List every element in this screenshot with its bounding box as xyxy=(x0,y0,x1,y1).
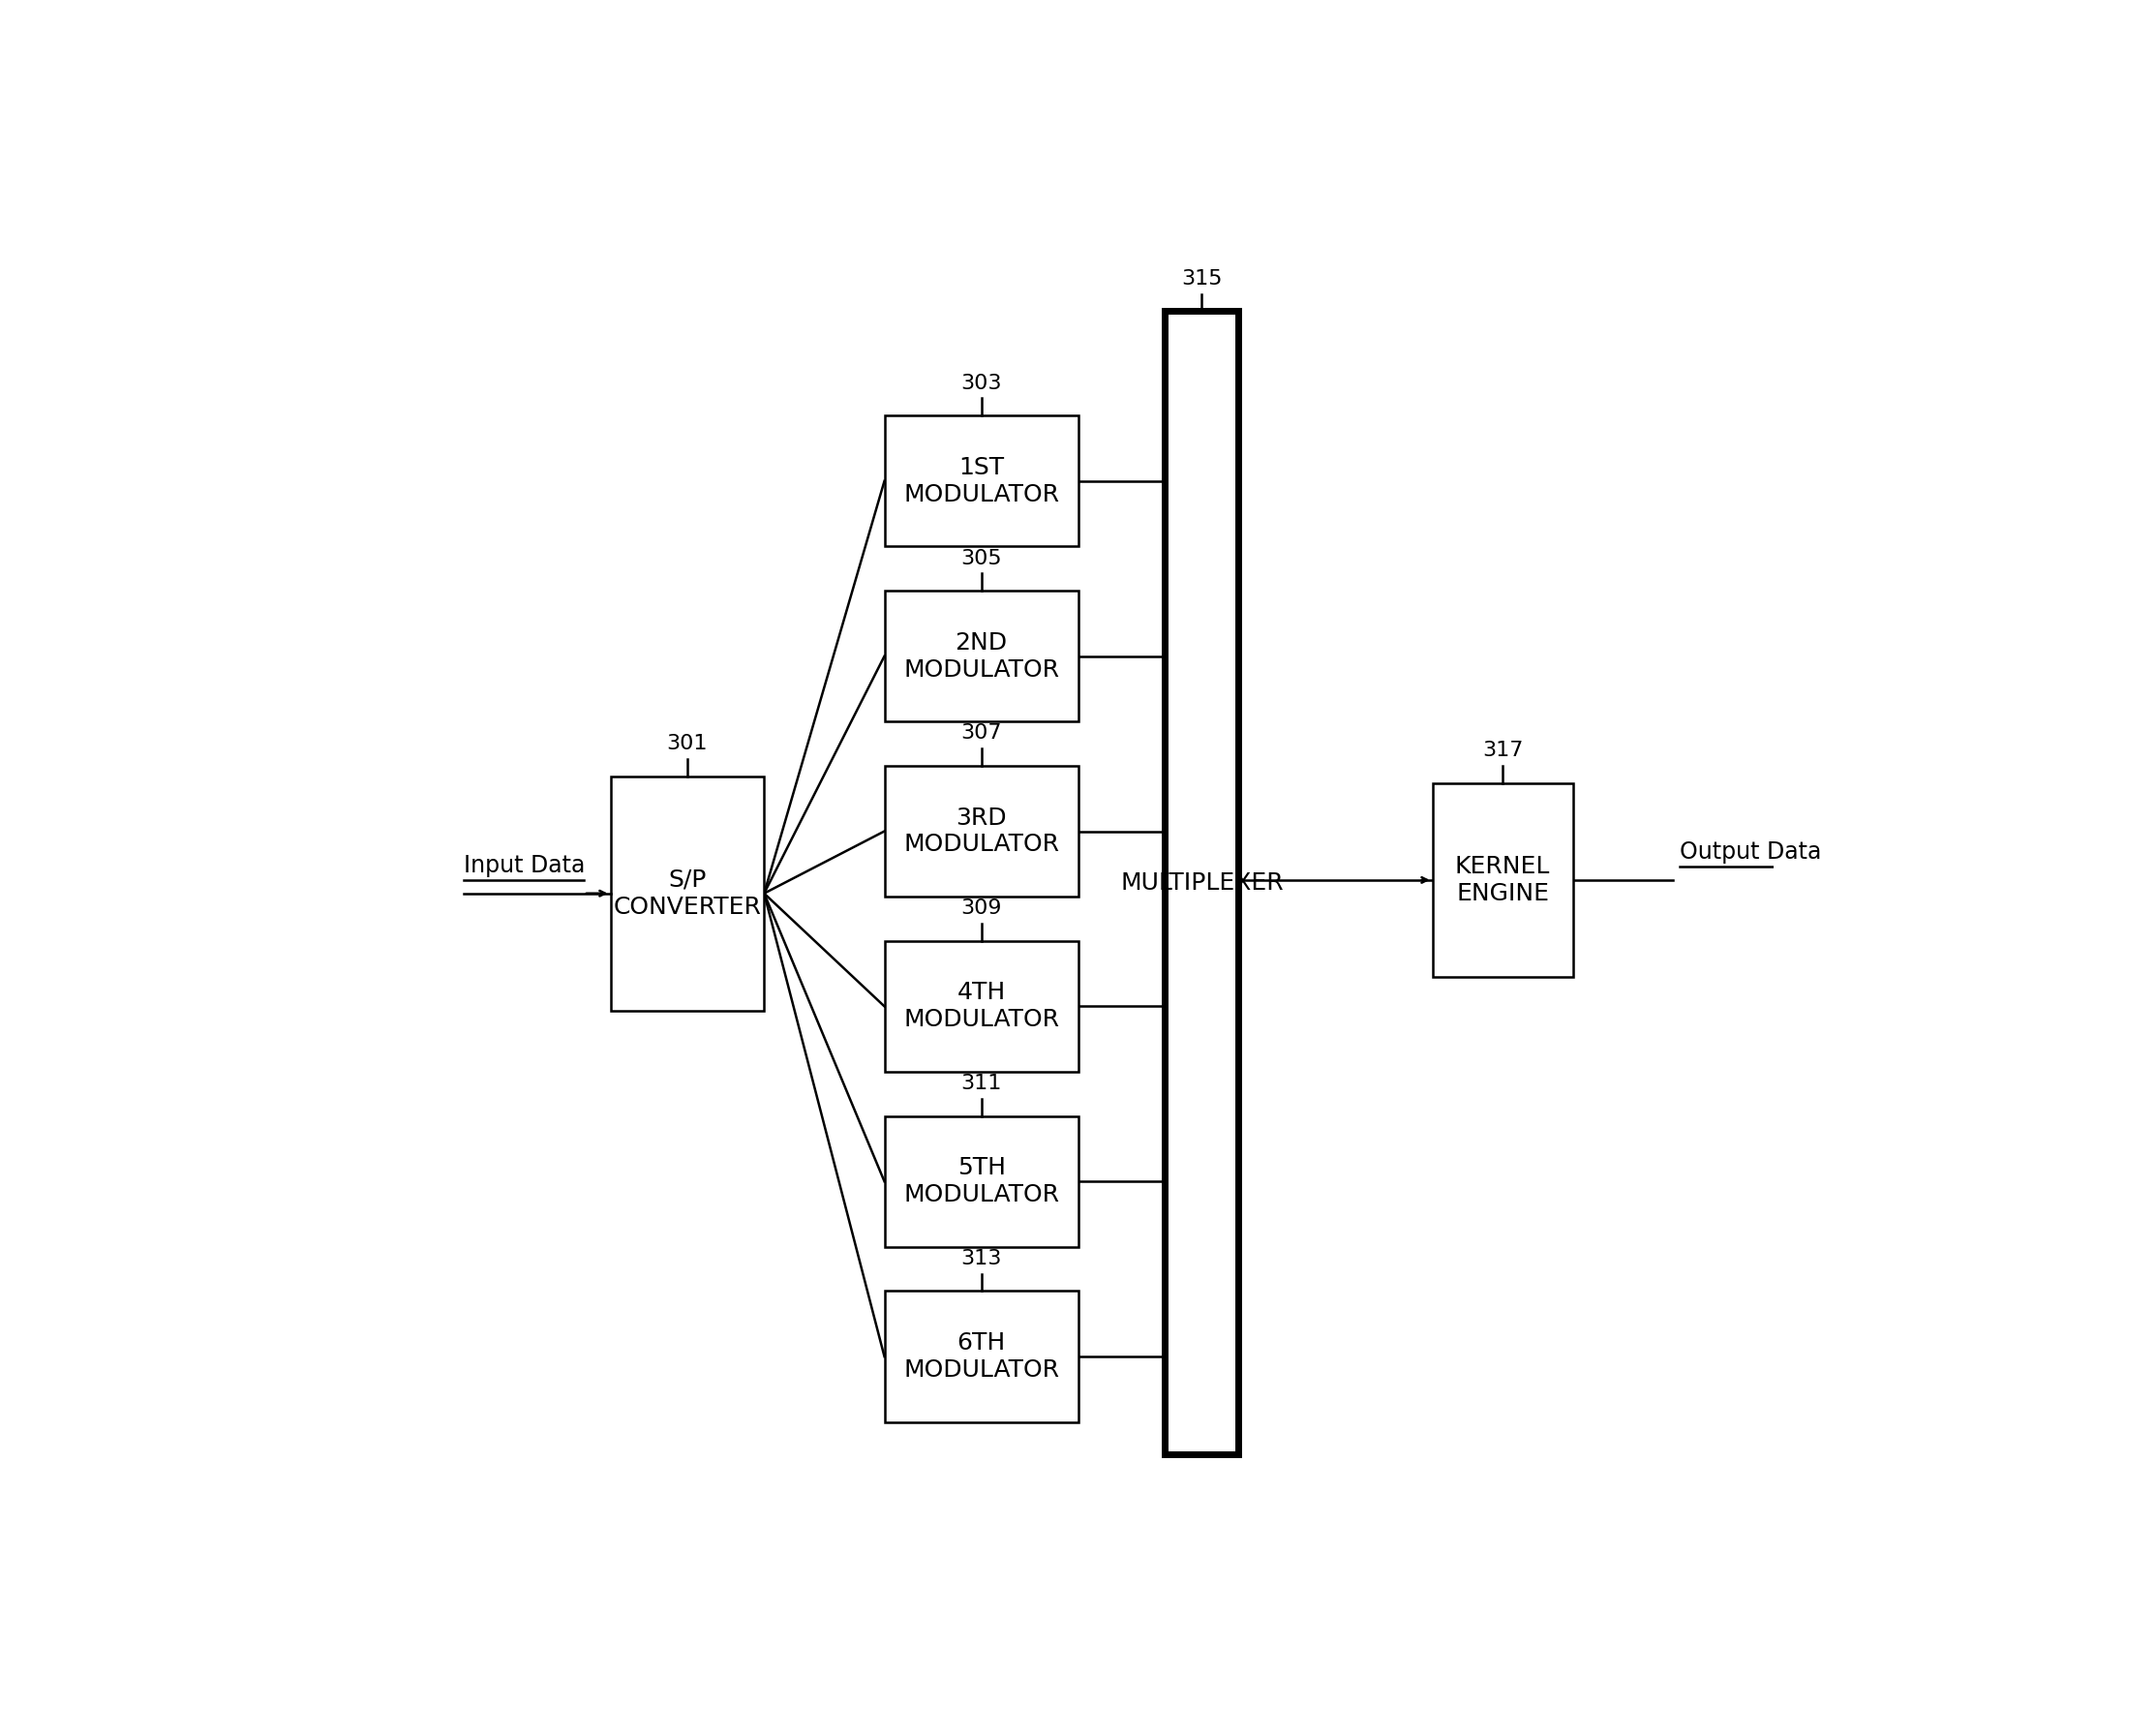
Bar xyxy=(610,776,763,1010)
Bar xyxy=(884,941,1078,1071)
Bar xyxy=(884,766,1078,898)
Bar xyxy=(884,1116,1078,1246)
Text: 6TH
MODULATOR: 6TH MODULATOR xyxy=(903,1332,1059,1382)
Bar xyxy=(884,590,1078,722)
Text: 3RD
MODULATOR: 3RD MODULATOR xyxy=(903,806,1059,856)
Text: 311: 311 xyxy=(962,1075,1003,1094)
Text: 313: 313 xyxy=(962,1248,1003,1269)
Text: Input Data: Input Data xyxy=(464,854,584,877)
Bar xyxy=(884,415,1078,547)
Text: 307: 307 xyxy=(962,724,1003,743)
Text: MULTIPLEXER: MULTIPLEXER xyxy=(1121,871,1283,894)
Text: 309: 309 xyxy=(962,899,1003,918)
Text: Output Data: Output Data xyxy=(1680,840,1822,865)
Text: 301: 301 xyxy=(666,734,707,753)
Text: 1ST
MODULATOR: 1ST MODULATOR xyxy=(903,457,1059,507)
Text: 303: 303 xyxy=(962,373,1003,392)
Bar xyxy=(884,1292,1078,1422)
Text: 2ND
MODULATOR: 2ND MODULATOR xyxy=(903,632,1059,681)
Text: 317: 317 xyxy=(1481,741,1522,760)
Text: 315: 315 xyxy=(1181,269,1222,288)
Bar xyxy=(1164,311,1238,1455)
Text: KERNEL
ENGINE: KERNEL ENGINE xyxy=(1455,854,1550,904)
Text: S/P
CONVERTER: S/P CONVERTER xyxy=(612,868,761,918)
Text: 5TH
MODULATOR: 5TH MODULATOR xyxy=(903,1156,1059,1207)
Text: 305: 305 xyxy=(962,549,1003,568)
Text: 4TH
MODULATOR: 4TH MODULATOR xyxy=(903,981,1059,1031)
Bar xyxy=(1432,783,1572,977)
